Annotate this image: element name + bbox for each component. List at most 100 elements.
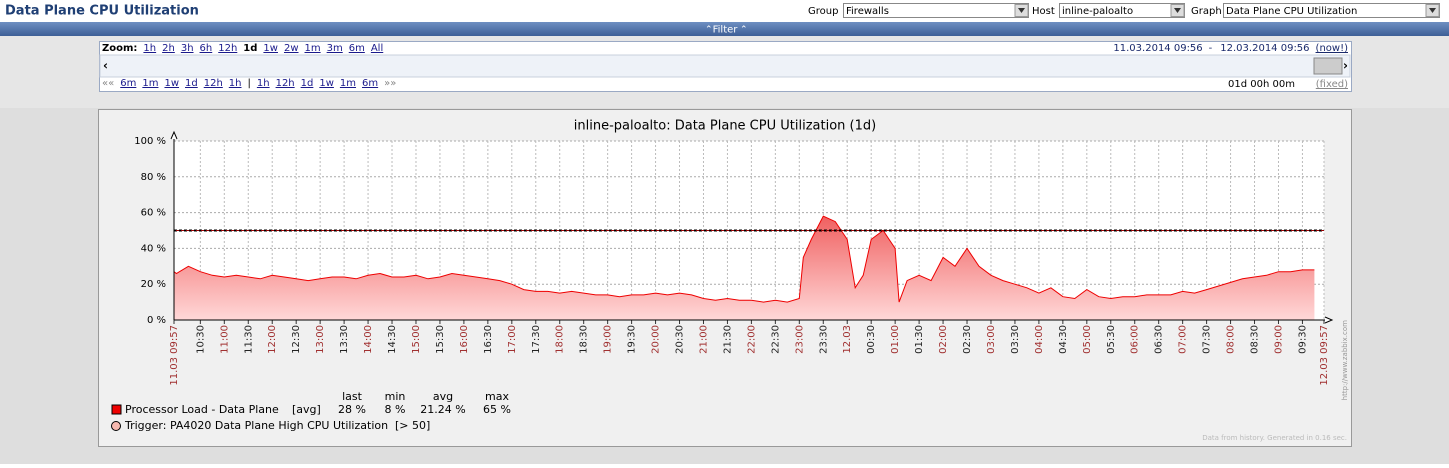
x-tick-label: 18:30 [579, 325, 590, 354]
line [173, 215, 1315, 303]
trigger-name: Trigger: PA4020 Data Plane High CPU Util… [124, 419, 388, 432]
nav-option[interactable]: 1w [164, 78, 179, 89]
scroll-right[interactable]: › [1343, 59, 1348, 73]
scroll-thumb[interactable] [1313, 57, 1343, 75]
nav-option[interactable]: 1m [142, 78, 158, 89]
x-tick-label: 04:30 [1058, 325, 1069, 354]
chart-title: inline-paloalto: Data Plane CPU Utilizat… [574, 119, 876, 134]
x-tick-label: 12:00 [267, 325, 278, 354]
x-tick-label: 19:00 [603, 325, 614, 354]
nav-option[interactable]: 1m [340, 78, 356, 89]
select-value[interactable]: Data Plane CPU Utilization [1226, 6, 1357, 17]
zoom-option[interactable]: 3h [181, 43, 194, 54]
nav-option[interactable]: 1h [229, 78, 242, 89]
time-now[interactable]: (now!) [1316, 43, 1349, 54]
select-arrow-icon [1429, 8, 1436, 13]
zoom-option[interactable]: 3m [327, 43, 343, 54]
legend-header: min [385, 390, 406, 403]
scrollbar[interactable] [99, 54, 1351, 78]
x-tick-label: 20:30 [675, 325, 686, 354]
period: 01d 00h 00m [1228, 79, 1295, 90]
zoom-option[interactable]: 12h [218, 43, 237, 54]
x-tick-label: 01:30 [914, 325, 925, 354]
x-tick-label: 04:00 [1034, 325, 1045, 354]
legend-stat: 65 % [483, 403, 511, 416]
legend-function: [avg] [292, 403, 321, 416]
x-tick-label: 00:30 [866, 325, 877, 354]
x-tick-label: 11.03 09:57 [169, 325, 180, 386]
fixed[interactable]: (fixed) [1316, 79, 1348, 90]
select-arrow-icon [1018, 8, 1025, 13]
nav-option[interactable]: 6m [120, 78, 136, 89]
select-value[interactable]: inline-paloalto [1062, 6, 1133, 17]
y-tick-label: 0 % [147, 315, 166, 326]
scroll-left[interactable]: ‹ [103, 59, 108, 73]
x-tick-label: 23:30 [818, 325, 829, 354]
x-tick-label: 14:30 [387, 325, 398, 354]
x-tick-label: 01:00 [890, 325, 901, 354]
legend-stat: 28 % [338, 403, 366, 416]
y-tick-label: 100 % [134, 136, 166, 147]
zoom-option[interactable]: 6m [349, 43, 365, 54]
legend-stat: 21.24 % [420, 403, 465, 416]
x-tick-label: 02:30 [962, 325, 973, 354]
time-separator: - [1209, 43, 1213, 54]
filter-bar[interactable] [0, 22, 1449, 36]
nav-option[interactable]: 1d [185, 78, 198, 89]
zoom-option[interactable]: 1d [243, 43, 257, 54]
x-tick-label: 22:30 [770, 325, 781, 354]
x-tick-label: 08:00 [1226, 325, 1237, 354]
footer: Data from history. Generated in 0.16 sec… [1202, 434, 1347, 442]
x-tick-label: 23:00 [794, 325, 805, 354]
zoom-option[interactable]: 2w [284, 43, 299, 54]
nav-option: | [248, 78, 251, 89]
x-tick-label: 12.03 09:57 [1319, 325, 1330, 386]
legend-header: max [485, 390, 509, 403]
x-tick-label: 21:30 [722, 325, 733, 354]
x-tick-label: 06:30 [1154, 325, 1165, 354]
x-tick-label: 13:00 [315, 325, 326, 354]
zoom-option[interactable]: 2h [162, 43, 175, 54]
x-tick-label: 12.03 [842, 325, 853, 354]
select-value[interactable]: Firewalls [846, 6, 889, 17]
nav-option: »» [384, 78, 396, 89]
x-tick-label: 10:30 [195, 325, 206, 354]
x-tick-label: 09:00 [1273, 325, 1284, 354]
zoom-option[interactable]: 1h [143, 43, 156, 54]
x-tick-label: 16:00 [459, 325, 470, 354]
x-tick-label: 05:00 [1082, 325, 1093, 354]
x-tick-label: 11:00 [219, 325, 230, 354]
filter-label[interactable]: Filter [713, 25, 739, 36]
page-title: Data Plane CPU Utilization [5, 4, 199, 19]
area [174, 216, 1315, 320]
nav-option[interactable]: 1d [301, 78, 314, 89]
zoom-option[interactable]: 1w [263, 43, 278, 54]
nav-option[interactable]: 1h [257, 78, 270, 89]
x-tick-label: 09:30 [1297, 325, 1308, 354]
filter-icon: ⌃ [705, 25, 713, 35]
zoom-option[interactable]: 6h [200, 43, 213, 54]
nav-option[interactable]: 6m [362, 78, 378, 89]
x-tick-label: 05:30 [1106, 325, 1117, 354]
x-tick-label: 06:00 [1130, 325, 1141, 354]
x-tick-label: 15:00 [411, 325, 422, 354]
x-tick-label: 18:00 [555, 325, 566, 354]
nav-option[interactable]: 12h [276, 78, 295, 89]
x-tick-label: 20:00 [651, 325, 662, 354]
trigger-swatch [111, 421, 121, 431]
x-tick-label: 17:00 [507, 325, 518, 354]
y-tick-label: 80 % [141, 172, 166, 183]
x-tick-label: 08:30 [1250, 325, 1261, 354]
filter-icon: ⌃ [740, 25, 748, 35]
zoom-option[interactable]: All [371, 43, 383, 54]
x-tick-label: 16:30 [483, 325, 494, 354]
x-tick-label: 07:00 [1178, 325, 1189, 354]
time-from: 11.03.2014 09:56 [1113, 43, 1202, 54]
filter-label: Graph [1191, 6, 1222, 17]
nav-option[interactable]: 12h [204, 78, 223, 89]
x-tick-label: 07:30 [1202, 325, 1213, 354]
zoom-option[interactable]: 1m [305, 43, 321, 54]
nav-option[interactable]: 1w [319, 78, 334, 89]
y-tick-label: 60 % [141, 208, 166, 219]
